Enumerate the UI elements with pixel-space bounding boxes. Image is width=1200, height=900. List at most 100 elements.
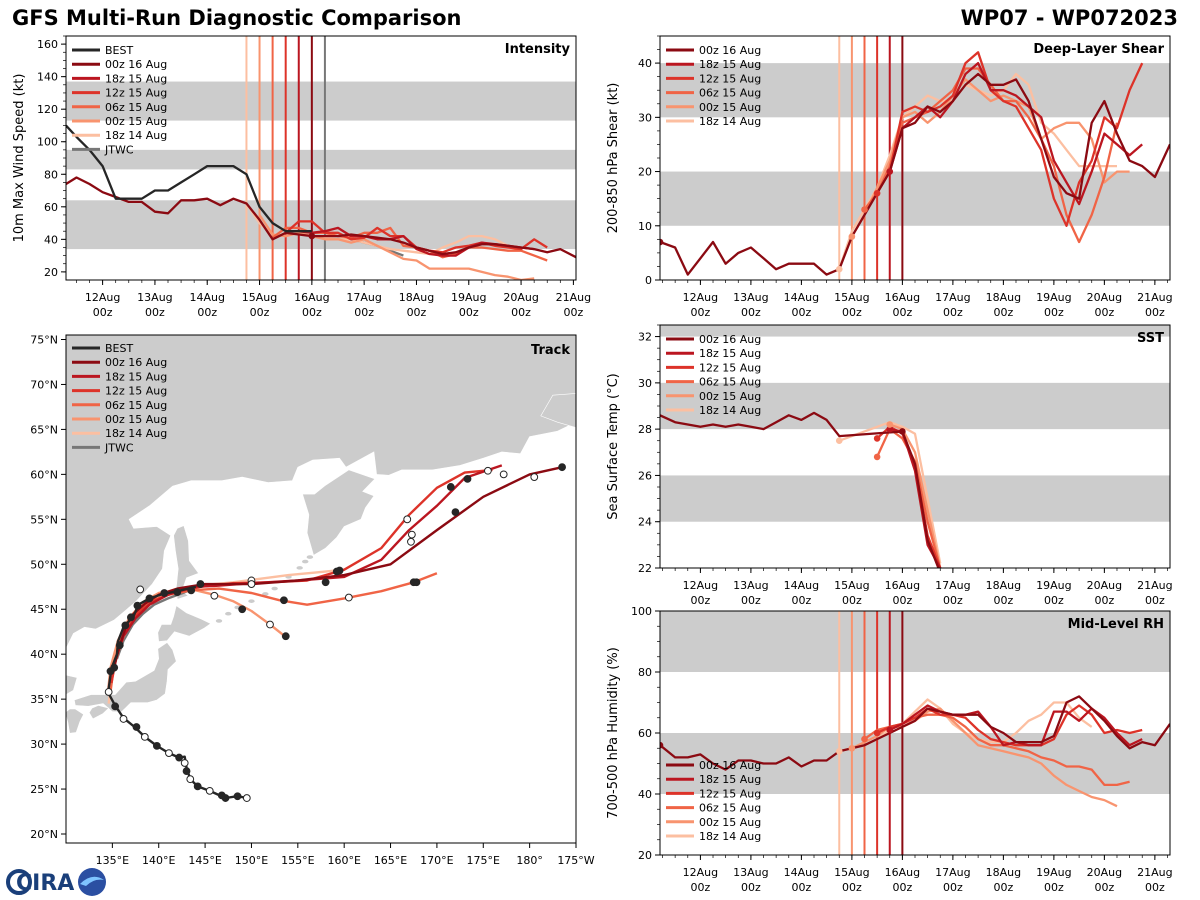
land-honshu [73,642,177,713]
shear-xtick-label-day: 19Aug [1036,291,1071,304]
sst-shade-band [660,325,1170,337]
land-kuril-island [296,566,303,570]
track-forecast-point-12z-15-aug [335,566,344,575]
land-kamchatka [302,469,376,556]
rh-legend-label-12z-15-aug: 12z 15 Aug [699,787,761,800]
intensity-xtick-label-day: 18Aug [399,291,434,304]
sst-legend-label-18z-15-aug: 18z 15 Aug [699,347,761,360]
track-best-point [115,641,124,650]
rh-xtick-label-hour: 00z [791,881,811,894]
shear-xtick-label-day: 16Aug [885,291,920,304]
intensity-xtick-label-day: 15Aug [242,291,277,304]
sst-xtick-label-day: 18Aug [986,579,1021,592]
rh-ytick-label: 100 [631,605,652,618]
intensity-xtick-label-hour: 00z [145,306,165,319]
shear-xtick-label-day: 14Aug [784,291,819,304]
track-forecast-point-18z-14-aug [247,580,256,588]
track-best-point [110,663,119,672]
shear-legend-label-06z-15-aug: 06z 15 Aug [699,87,761,100]
track-panel: 135°E 140°E 145°E 150°E 155°E 160°E 165°E 170°E… [30,333,595,867]
track-best-point [233,792,242,801]
sst-xtick-label-day: 13Aug [733,579,768,592]
intensity-xtick-label-day: 14Aug [189,291,224,304]
track-ytick-label: 35°N [30,693,58,706]
rh-init-point-00z-16-aug [660,741,664,749]
storm-id: WP07 - WP072023 [960,6,1178,30]
intensity-xtick-label-hour: 00z [407,306,427,319]
intensity-title: Intensity [505,42,571,57]
intensity-legend-label-00z-15-aug: 00z 15 Aug [105,115,167,128]
track-xtick-label: 135°E [96,854,129,867]
sst-init-point-18z-14-aug [835,437,843,445]
track-forecast-point-18z-14-aug [530,473,539,481]
sst-xtick-label-hour: 00z [943,594,963,607]
rh-legend-label-00z-15-aug: 00z 15 Aug [699,816,761,829]
intensity-panel: 20 40 60 80 100 120 140 160 12Aug 00z 13Aug 00z 14Au… [12,35,591,319]
shear-xtick-label-hour: 00z [842,306,862,319]
intensity-xtick-label-day: 21Aug [556,291,591,304]
intensity-ytick-label: 100 [37,136,58,149]
track-forecast-point-00z-15-aug [238,605,247,614]
sst-shade-band [660,475,1170,522]
rh-xtick-label-hour: 00z [892,881,912,894]
sst-xtick-label-day: 20Aug [1087,579,1122,592]
shear-xtick-label-hour: 00z [1044,306,1064,319]
rh-shade-band [660,611,1170,672]
sst-xtick-label-day: 12Aug [683,579,718,592]
page-title: GFS Multi-Run Diagnostic Comparison [12,6,462,30]
intensity-ytick-label: 160 [37,38,58,51]
shear-xtick-label-hour: 00z [993,306,1013,319]
intensity-legend-label-18z-14-aug: 18z 14 Aug [105,129,167,142]
shear-title: Deep-Layer Shear [1033,42,1164,57]
sst-legend-label-00z-15-aug: 00z 15 Aug [699,390,761,403]
rh-xtick-label-day: 16Aug [885,866,920,879]
shear-xtick-label-day: 21Aug [1137,291,1172,304]
sst-xtick-label-day: 19Aug [1036,579,1071,592]
track-best-point [104,688,113,696]
rh-init-point-18z-14-aug [835,748,843,755]
land-kuril-island [271,586,278,591]
shear-ytick-label: 0 [645,274,652,287]
shear-series-18z-15-aug [888,61,1143,206]
cira-logo-ring [6,869,32,895]
shear-init-point-06z-15-aug [861,206,868,213]
sst-legend-label-12z-15-aug: 12z 15 Aug [699,361,761,374]
cira-logo: CIRA [4,866,108,898]
track-best-point [133,601,142,610]
intensity-legend-label-06z-15-aug: 06z 15 Aug [105,101,167,114]
intensity-shade-band [66,149,576,170]
rh-xtick-label-hour: 00z [1094,881,1114,894]
intensity-xtick-label-hour: 00z [250,306,270,319]
shear-ytick-label: 10 [638,220,652,233]
track-forecast-point-12z-15-aug [407,530,416,539]
track-legend-label-18z-14-aug: 18z 14 Aug [105,427,167,440]
rh-series-00z-16-aug [660,695,1170,771]
rh-xtick-label-day: 14Aug [784,866,819,879]
intensity-legend-label-best: BEST [105,44,133,57]
track-best-point [165,749,173,757]
track-forecast-point-18z-15-aug [451,508,460,517]
land-kuril-island [248,599,255,603]
rh-xtick-label-day: 18Aug [986,866,1021,879]
shear-init-point-18z-14-aug [835,265,843,273]
intensity-series-00z-16-aug [66,176,576,259]
track-forecast-point-18z-15-aug [407,537,415,546]
rh-legend-label-18z-14-aug: 18z 14 Aug [699,830,761,843]
sst-legend-label-00z-16-aug: 00z 16 Aug [699,333,761,346]
shear-panel: 0 10 20 30 40 12Aug 00z 13Aug 00z 14Aug 00z 15Aug 00… [606,35,1173,319]
track-forecast-point-00z-16-aug [281,632,290,641]
sst-xtick-label-hour: 00z [1094,594,1114,607]
sst-xtick-label-day: 16Aug [885,579,920,592]
land-kuril-island [215,619,223,623]
track-best-point [127,613,135,622]
track-ytick-label: 75°N [30,333,58,346]
track-legend-label-12z-15-aug: 12z 15 Aug [105,385,167,398]
track-xtick-label: 150°E [235,854,268,867]
land-kuril-island [262,592,269,596]
land-hokkaido [157,605,212,642]
shear-xtick-label-day: 17Aug [935,291,970,304]
track-xtick-label: 160°E [327,854,360,867]
track-ytick-label: 25°N [30,783,58,796]
track-forecast-point-18z-15-aug [484,466,492,475]
shear-init-point-18z-15-aug [886,168,894,175]
